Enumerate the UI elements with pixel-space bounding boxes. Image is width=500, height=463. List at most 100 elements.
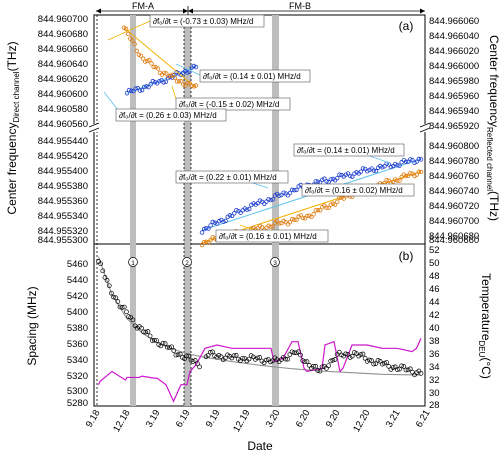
y-axis-title-right-b: TemperatureDEU(°C): [477, 273, 493, 379]
spacing-point: [298, 352, 303, 358]
data-point: [395, 178, 400, 183]
data-point: [341, 196, 346, 201]
tick-label: 44: [429, 297, 440, 308]
tick-label: 844.955380: [38, 181, 88, 192]
spacing-point: [233, 352, 239, 358]
data-point: [266, 197, 271, 202]
data-point: [380, 165, 385, 170]
annotation-text: ∂f₀/∂t = (0.16 ± 0.01) MHz/d: [219, 232, 317, 241]
spacing-point: [367, 357, 372, 363]
data-point: [150, 78, 156, 84]
spacing-point: [405, 367, 411, 373]
data-point: [210, 234, 215, 240]
data-point: [242, 206, 248, 211]
data-point: [294, 217, 299, 223]
data-point: [162, 70, 167, 76]
spacing-point: [330, 357, 336, 363]
spacing-point: [285, 356, 291, 362]
data-point: [311, 212, 316, 217]
data-point: [345, 171, 351, 176]
data-point: [147, 57, 152, 63]
spacing-point: [328, 358, 334, 364]
spacing-point: [169, 344, 174, 350]
data-point: [287, 190, 293, 196]
data-point: [206, 240, 211, 245]
spacing-point: [124, 309, 129, 315]
spacing-point: [240, 355, 245, 361]
spacing-point: [332, 357, 338, 362]
y-ticks-right-a-upper: 844.966060 844.966040 844.966020 844.966…: [429, 16, 479, 132]
tick-label: 28: [429, 400, 440, 411]
spacing-point: [177, 351, 183, 357]
tick-label: 844.965960: [429, 91, 479, 102]
data-point: [123, 26, 129, 32]
data-point: [332, 202, 338, 207]
spacing-point: [145, 329, 151, 334]
data-point: [133, 86, 138, 91]
tick-label: 30: [429, 388, 440, 399]
tick-label: 50: [429, 258, 440, 269]
tick-label: 844.960740: [429, 186, 479, 197]
tick-label: 844.960780: [429, 156, 479, 167]
spacing-point: [197, 364, 202, 370]
data-point: [164, 71, 169, 76]
data-point: [315, 207, 321, 213]
event-band-1: [130, 15, 136, 406]
data-point: [412, 160, 417, 165]
data-point: [330, 201, 336, 206]
data-point: [307, 213, 312, 219]
data-point: [193, 64, 199, 70]
data-point: [382, 164, 387, 169]
spacing-point: [403, 367, 409, 373]
tick-label: 844.955440: [38, 136, 88, 147]
data-point: [124, 91, 130, 96]
spacing-point: [113, 295, 119, 301]
data-point: [328, 202, 334, 207]
data-point: [408, 170, 413, 176]
tick-label: 844.966040: [429, 31, 479, 42]
data-point: [234, 208, 239, 213]
data-point: [268, 224, 273, 230]
y-axis-title-left-a-main: Center frequency: [5, 123, 19, 215]
y-axis-title-right-b-unit: (°C): [479, 357, 493, 378]
annotation-text: ∂f₀/∂t = (0.26 ± 0.03) MHz/d: [119, 111, 217, 120]
data-point: [272, 220, 278, 225]
data-point: [305, 213, 310, 219]
spacing-point: [360, 351, 366, 357]
data-point: [185, 80, 190, 86]
data-point: [403, 173, 409, 179]
tick-label: 844.966020: [429, 46, 479, 57]
spacing-point: [109, 290, 114, 296]
spacing-point: [143, 329, 149, 335]
spacing-point: [399, 363, 404, 369]
panel-b-marks: [96, 256, 424, 403]
data-point: [204, 226, 209, 231]
data-point: [410, 171, 415, 176]
data-point: [214, 221, 220, 226]
event-band-3: [272, 15, 279, 406]
spacing-point: [317, 368, 323, 374]
spacing-point: [246, 356, 252, 362]
tick-label: 844.965980: [429, 76, 479, 87]
y-axis-title-right-b-sub: DEU: [477, 341, 486, 358]
data-point: [191, 84, 197, 89]
spacing-point: [302, 359, 308, 365]
data-point: [206, 226, 211, 231]
data-point: [174, 70, 179, 75]
data-point: [296, 214, 301, 219]
annotation-text: ∂f₀/∂t = (-0.73 ± 0.03) MHz/d: [153, 17, 253, 26]
spacing-point: [263, 357, 269, 363]
data-point: [238, 210, 243, 215]
data-point: [294, 187, 299, 193]
y-ticks-left-a-upper: 844.960700 844.960680 844.960660 844.960…: [38, 14, 88, 130]
spacing-point: [111, 294, 116, 300]
spacing-point: [289, 349, 295, 355]
tick-label: 32: [429, 375, 440, 386]
data-point: [292, 187, 297, 193]
spacing-point: [195, 361, 200, 366]
phase-label-fm-b: FM-B: [289, 1, 311, 11]
spacing-point: [326, 363, 331, 369]
data-point: [244, 207, 250, 212]
data-point: [216, 218, 222, 224]
